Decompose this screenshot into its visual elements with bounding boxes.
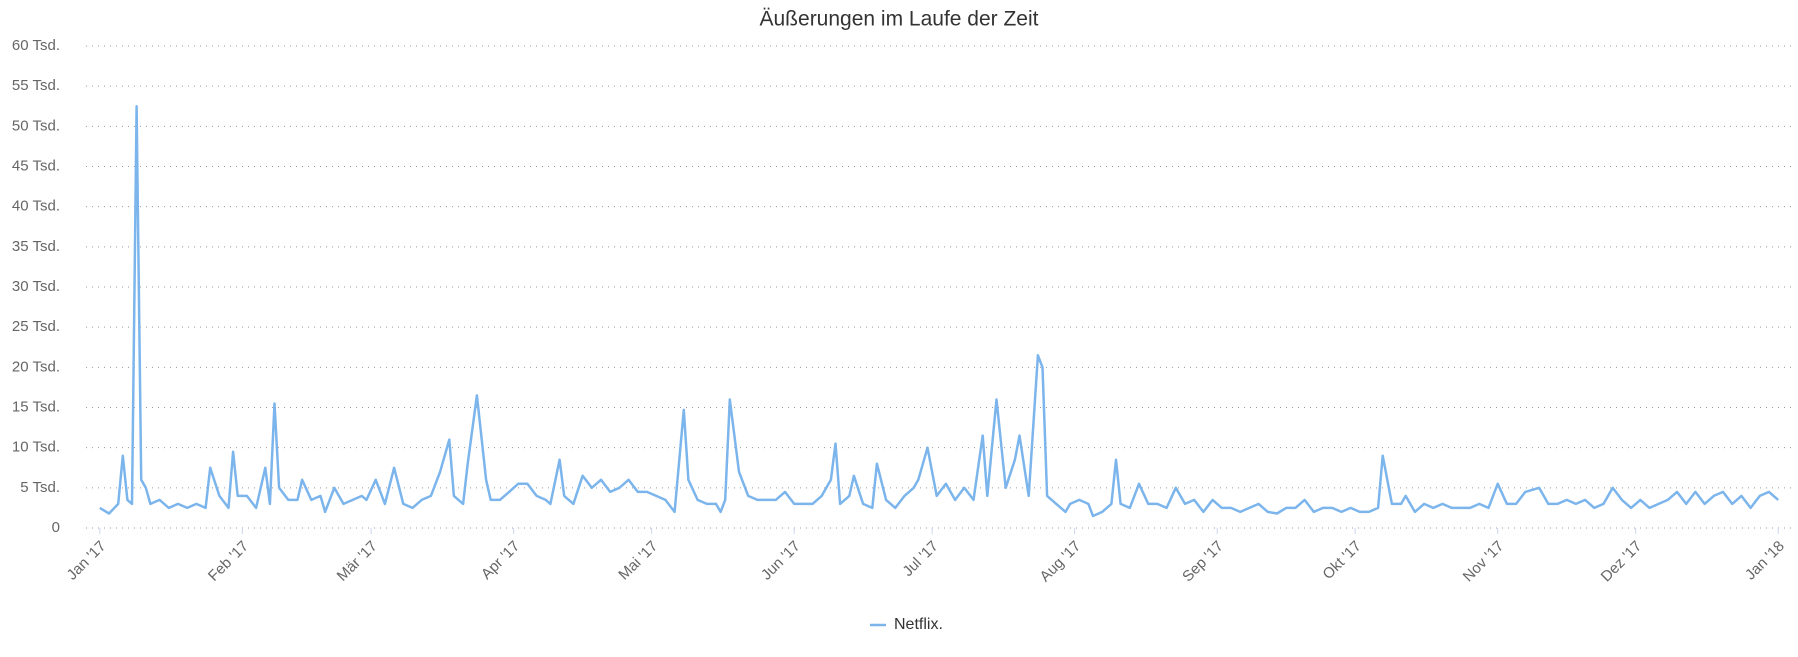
x-tick-label: Jul '17 — [899, 538, 941, 580]
x-tick-label: Mär '17 — [334, 538, 381, 585]
y-tick-label: 10 Tsd. — [12, 439, 60, 456]
x-tick-label: Okt '17 — [1319, 538, 1364, 583]
y-tick-label: 55 Tsd. — [12, 77, 60, 94]
y-tick-label: 0 — [52, 519, 60, 536]
y-tick-label: 40 Tsd. — [12, 198, 60, 215]
legend-label: Netflix. — [894, 616, 943, 633]
y-tick-label: 20 Tsd. — [12, 358, 60, 375]
x-tick-label: Dez '17 — [1598, 538, 1646, 586]
x-tick-label: Jan '18 — [1742, 538, 1788, 584]
y-tick-label: 15 Tsd. — [12, 398, 60, 415]
x-tick-label: Jan '17 — [64, 538, 110, 584]
y-tick-label: 60 Tsd. — [12, 37, 60, 54]
x-tick-label: Aug '17 — [1037, 538, 1085, 586]
x-tick-label: Nov '17 — [1460, 538, 1508, 586]
series-line — [99, 105, 1780, 518]
y-tick-label: 35 Tsd. — [12, 238, 60, 255]
y-tick-label: 25 Tsd. — [12, 318, 60, 335]
x-tick-label: Sep '17 — [1179, 538, 1227, 586]
x-tick-label: Mai '17 — [615, 538, 661, 584]
y-tick-label: 5 Tsd. — [20, 479, 60, 496]
x-tick-label: Feb '17 — [205, 538, 252, 585]
chart-title: Äußerungen im Laufe der Zeit — [760, 8, 1039, 31]
y-tick-label: 30 Tsd. — [12, 278, 60, 295]
x-tick-label: Apr '17 — [478, 538, 523, 583]
x-tick-label: Jun '17 — [758, 538, 804, 584]
y-tick-label: 45 Tsd. — [12, 157, 60, 174]
y-tick-label: 50 Tsd. — [12, 117, 60, 134]
